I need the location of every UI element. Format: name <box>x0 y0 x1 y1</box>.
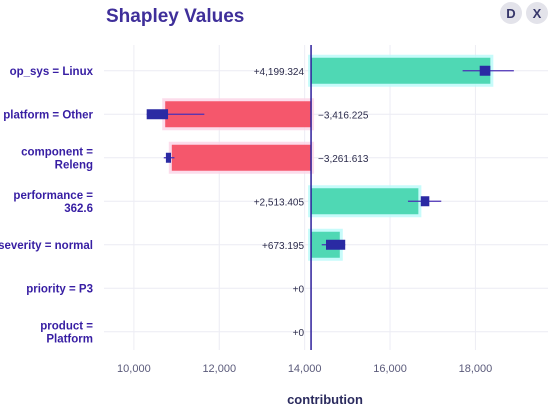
x-button[interactable]: X <box>526 2 548 24</box>
x-tick-label: 16,000 <box>373 363 407 375</box>
chart-title: Shapley Values <box>106 6 245 27</box>
boxplot-box <box>420 196 430 207</box>
x-tick-label: 10,000 <box>117 363 151 375</box>
d-button[interactable]: D <box>500 2 522 24</box>
category-label: priority = P3 <box>26 283 93 295</box>
category-label: platform = Other <box>3 109 93 121</box>
value-label: −3,416.225 <box>318 110 369 121</box>
value-label: +673.195 <box>262 241 304 252</box>
value-label: +2,513.405 <box>254 197 305 208</box>
positive-bar <box>311 188 419 215</box>
category-label: op_sys = Linux <box>10 66 94 78</box>
x-axis-title: contribution <box>287 392 363 407</box>
boxplot-box <box>479 65 491 76</box>
category-label: Platform <box>46 333 93 345</box>
boxplot-box <box>326 239 346 250</box>
positive-bar <box>311 57 491 84</box>
value-label: +4,199.324 <box>254 67 305 78</box>
value-label: +0 <box>293 284 305 295</box>
x-tick-label: 18,000 <box>459 363 493 375</box>
value-label: −3,261.613 <box>318 154 369 165</box>
category-label: severity = normal <box>0 240 93 252</box>
category-label: product = <box>40 320 93 332</box>
category-label: Releng <box>55 159 93 171</box>
category-label: 362.6 <box>64 203 93 215</box>
x-tick-label: 14,000 <box>288 363 322 375</box>
negative-bar <box>171 144 312 171</box>
boxplot-box <box>165 152 172 163</box>
category-label: component = <box>21 146 93 158</box>
x-tick-label: 12,000 <box>202 363 236 375</box>
value-label: +0 <box>293 328 305 339</box>
boxplot-box <box>146 109 169 120</box>
category-label: performance = <box>13 190 93 202</box>
